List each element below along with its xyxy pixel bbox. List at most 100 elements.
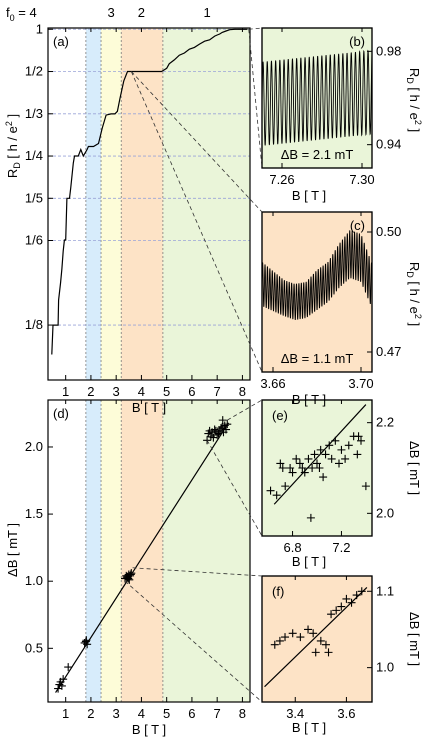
data-point-e	[286, 464, 295, 472]
zoom-guide-e	[206, 440, 263, 537]
x-tick-label-a: 2	[87, 384, 94, 399]
x-tick-label-a: 4	[138, 384, 145, 399]
y-tick-label-a: 1/8	[25, 317, 43, 332]
data-point-e	[276, 459, 285, 468]
fit-line-d	[55, 422, 230, 693]
band-d-0	[85, 400, 102, 702]
y-axis-label-main: R	[407, 262, 422, 271]
data-point-d	[218, 416, 227, 425]
y-axis-label-sup: 2	[413, 314, 423, 319]
band-d-2	[121, 400, 163, 702]
y-tick-label-c: 0.47	[376, 344, 401, 359]
annotation-c: ΔB = 1.1 mT	[281, 351, 354, 366]
y-tick-label-d: 0.5	[25, 640, 43, 655]
data-point-f	[304, 625, 313, 634]
oscillation-line-c	[262, 230, 372, 321]
zoom-guide-b	[248, 29, 263, 169]
panel-frame-top-e	[261, 399, 373, 537]
panel-bg-c	[262, 212, 372, 372]
band-a-2	[121, 28, 163, 380]
zoom-guide-f	[124, 580, 263, 703]
data-point-f	[316, 636, 325, 645]
y-axis-label-e: ΔB [ mT ]	[407, 441, 422, 495]
x-tick-label-d: 2	[87, 706, 94, 721]
y-tick-label-a: 1/5	[25, 190, 43, 205]
x-tick-label-a: 6	[188, 384, 195, 399]
data-point-e	[308, 464, 317, 472]
x-axis-label-e: B [ T ]	[292, 554, 326, 569]
zoom-guide-b	[248, 27, 263, 30]
data-point-e	[354, 432, 363, 441]
data-point-e	[300, 468, 309, 477]
oscillation-line-b	[262, 49, 372, 146]
y-axis-label-main: R	[5, 169, 20, 178]
x-tick-label-a: 7	[214, 384, 221, 399]
y-axis-label-f: ΔB [ mT ]	[407, 612, 422, 666]
panel-frame-d	[47, 399, 251, 703]
data-layer	[51, 28, 372, 693]
y-axis-label-unit: [ h / e	[5, 126, 20, 162]
series-line-a	[51, 28, 248, 355]
y-axis-label-main: R	[407, 68, 422, 77]
x-tick-label-c: 3.66	[260, 376, 285, 391]
y-tick-label-d: 1.0	[25, 573, 43, 588]
data-point-e	[306, 513, 315, 522]
y-tick-label-a: 1/4	[25, 148, 43, 163]
data-point-e	[281, 482, 290, 491]
data-point-f	[275, 636, 284, 645]
x-tick-label-c: 3.70	[348, 376, 373, 391]
x-tick-label-e: 6.8	[284, 540, 302, 555]
y-tick-label-e: 2.2	[376, 415, 394, 430]
y-tick-label-a: 1/2	[25, 64, 43, 79]
data-point-e	[295, 459, 304, 468]
y-axis-label-sub: D	[12, 162, 22, 169]
data-point-f	[357, 587, 366, 596]
data-point-e	[344, 441, 353, 450]
y-axis-label-close: ]	[407, 319, 422, 326]
band-a-0	[85, 28, 102, 380]
data-point-e	[353, 450, 362, 459]
x-tick-label-d: 1	[62, 706, 69, 721]
y-tick-label-a: 1/3	[25, 106, 43, 121]
data-point-f	[288, 629, 297, 638]
data-point-e	[288, 468, 297, 477]
filling-factor-header: f0 = 4	[6, 5, 37, 23]
data-point-f	[337, 602, 346, 611]
y-axis-label-c: RD [ h / e2 ]	[405, 262, 423, 326]
data-point-e	[278, 464, 287, 472]
x-tick-label-a: 5	[163, 384, 170, 399]
data-point-e	[292, 454, 301, 463]
data-point-f	[324, 648, 333, 657]
x-axis-label-a: B [ T ]	[132, 400, 166, 415]
y-tick-label-f: 1.1	[376, 583, 394, 598]
x-tick-label-d: 6	[188, 706, 195, 721]
panel-label-e: (e)	[272, 408, 288, 423]
data-point-e	[272, 491, 281, 500]
x-axis-label-d: B [ T ]	[132, 722, 166, 737]
y-axis-label-sub: D	[405, 77, 415, 84]
filling-factor-label: 2	[138, 5, 145, 20]
data-point-e	[319, 473, 328, 482]
y-tick-label-e: 2.0	[376, 505, 394, 520]
y-axis-label-unit: [ h / e	[407, 84, 422, 120]
x-tick-label-e: 7.2	[332, 540, 350, 555]
data-point-e	[313, 459, 321, 468]
y-tick-label-d: 2.0	[25, 439, 43, 454]
x-tick-label-d: 7	[214, 706, 221, 721]
band-d-1	[101, 400, 122, 702]
data-point-e	[266, 486, 275, 495]
data-point-e	[361, 482, 370, 491]
data-point-f	[309, 629, 318, 638]
data-point-d	[64, 663, 73, 672]
data-point-e	[341, 454, 350, 463]
zoom-guide-c	[131, 71, 263, 213]
filling-factor-label: 1	[203, 5, 210, 20]
x-tick-label-b: 7.30	[349, 172, 374, 187]
annotation-b: ΔB = 2.1 mT	[281, 147, 354, 162]
data-point-f	[342, 594, 351, 603]
x-tick-label-b: 7.26	[269, 172, 294, 187]
panel-label-c: (c)	[350, 218, 365, 233]
y-tick-label-f: 1.0	[376, 660, 394, 675]
data-point-e	[315, 464, 324, 472]
